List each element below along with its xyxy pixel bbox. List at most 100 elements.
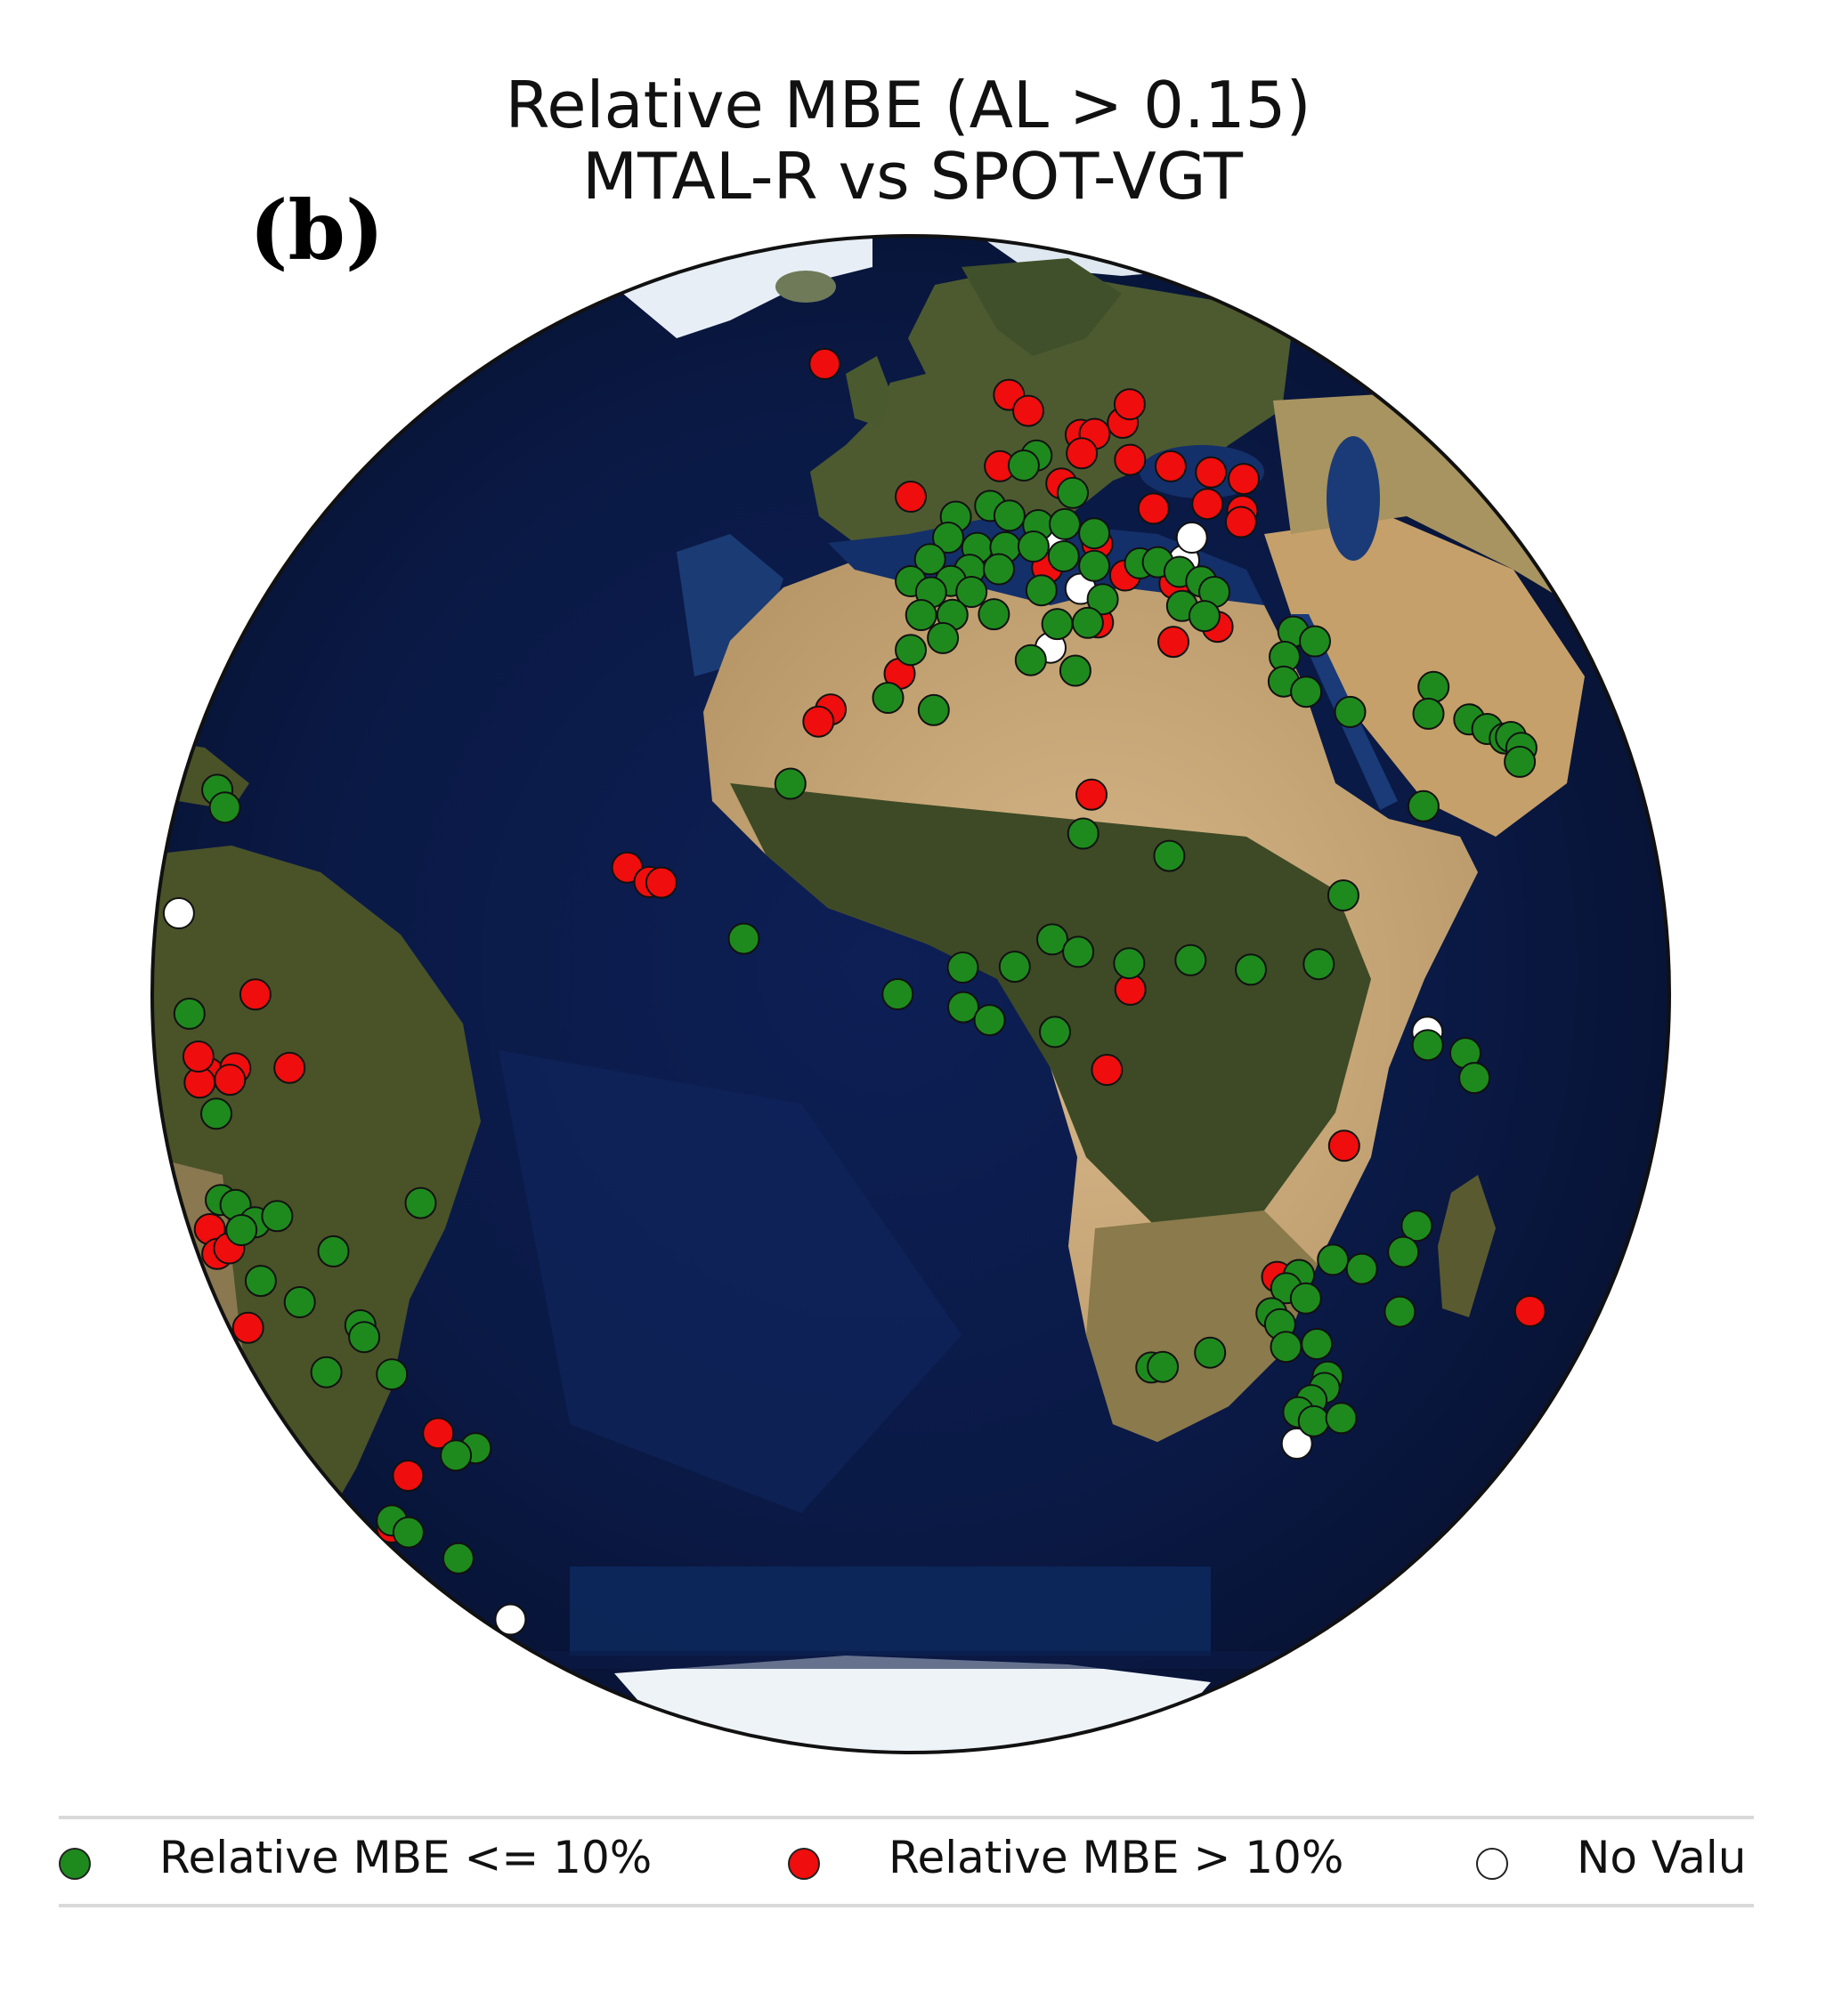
site-marker-green bbox=[1387, 1235, 1420, 1268]
site-marker-green bbox=[1039, 1016, 1071, 1048]
site-marker-red bbox=[182, 1040, 215, 1073]
site-marker-red bbox=[1091, 1054, 1124, 1086]
site-marker-green bbox=[376, 1358, 409, 1391]
europe bbox=[810, 267, 1291, 570]
globe-outline bbox=[150, 234, 1671, 1754]
ocean-shelf bbox=[570, 1567, 1211, 1656]
site-marker-green bbox=[1188, 600, 1221, 633]
site-marker-green bbox=[917, 693, 950, 726]
site-marker-green bbox=[1384, 1295, 1416, 1328]
site-marker-green bbox=[1334, 695, 1367, 728]
site-marker-green bbox=[1041, 608, 1074, 641]
chart-title-line2: MTAL-R vs SPOT-VGT bbox=[582, 139, 1243, 214]
site-marker-green bbox=[1078, 517, 1111, 550]
site-marker-green bbox=[244, 1265, 277, 1298]
site-marker-green bbox=[1458, 1062, 1491, 1095]
site-marker-green bbox=[973, 1004, 1006, 1037]
legend-marker-white bbox=[1476, 1848, 1508, 1880]
site-marker-red bbox=[1066, 437, 1099, 470]
antarctica bbox=[614, 1656, 1211, 1753]
site-marker-white bbox=[162, 897, 195, 929]
site-marker-green bbox=[1067, 817, 1100, 850]
site-marker-green bbox=[1400, 1210, 1433, 1243]
site-marker-green bbox=[392, 1516, 425, 1549]
panel-label: (b) bbox=[249, 182, 385, 279]
site-marker-green bbox=[872, 682, 905, 714]
caspian-sea bbox=[1327, 436, 1380, 561]
site-marker-red bbox=[214, 1064, 247, 1097]
site-marker-green bbox=[1025, 574, 1058, 607]
site-marker-green bbox=[404, 1186, 437, 1219]
site-marker-green bbox=[1235, 953, 1267, 986]
legend-label-white: No Valu bbox=[1577, 1832, 1747, 1883]
site-marker-red bbox=[645, 866, 678, 899]
site-marker-green bbox=[1078, 549, 1111, 582]
site-markers bbox=[162, 347, 1546, 1636]
site-marker-green bbox=[905, 599, 937, 631]
site-marker-red bbox=[1327, 1129, 1360, 1162]
site-marker-green bbox=[440, 1439, 473, 1472]
site-marker-green bbox=[1412, 697, 1445, 730]
site-marker-green bbox=[1345, 1252, 1378, 1285]
site-marker-green bbox=[1086, 583, 1119, 616]
site-marker-green bbox=[348, 1321, 381, 1354]
site-marker-green bbox=[317, 1235, 350, 1267]
site-marker-green bbox=[208, 791, 241, 824]
site-marker-green bbox=[1071, 606, 1104, 639]
site-marker-green bbox=[727, 922, 760, 955]
site-marker-red bbox=[808, 347, 841, 380]
site-marker-green bbox=[1289, 1282, 1322, 1315]
site-marker-green bbox=[1411, 1029, 1444, 1062]
site-marker-red bbox=[1113, 388, 1146, 421]
site-marker-green bbox=[895, 634, 927, 667]
site-marker-green bbox=[1407, 789, 1440, 822]
site-marker-red bbox=[231, 1311, 264, 1344]
site-marker-green bbox=[1174, 943, 1207, 976]
site-marker-red bbox=[422, 1417, 455, 1450]
site-marker-green bbox=[774, 767, 807, 800]
site-marker-green bbox=[978, 598, 1010, 631]
scandinavia bbox=[962, 258, 1122, 356]
site-marker-red bbox=[273, 1051, 306, 1084]
site-marker-green bbox=[1301, 1328, 1334, 1360]
site-marker-green bbox=[225, 1214, 258, 1246]
site-marker-green bbox=[1057, 476, 1089, 509]
legend-marker-green bbox=[59, 1848, 91, 1880]
site-marker-red bbox=[895, 481, 927, 513]
site-marker-white bbox=[494, 1603, 527, 1636]
site-marker-green bbox=[955, 576, 988, 608]
ocean-shelf bbox=[499, 1050, 962, 1513]
site-marker-red bbox=[1075, 778, 1108, 811]
site-marker-red bbox=[1137, 492, 1170, 525]
site-marker-green bbox=[983, 553, 1015, 586]
site-marker-green bbox=[1113, 947, 1146, 980]
british-isles bbox=[846, 356, 890, 427]
chart-title-line1: Relative MBE (AL > 0.15) bbox=[505, 68, 1311, 142]
southern-africa bbox=[1086, 1210, 1318, 1442]
site-marker-red bbox=[239, 978, 272, 1011]
site-marker-green bbox=[1047, 540, 1080, 572]
site-marker-green bbox=[1036, 923, 1068, 956]
legend: Relative MBE <= 10% Relative MBE > 10% N… bbox=[59, 1816, 1754, 1907]
site-marker-green bbox=[1147, 1350, 1180, 1383]
legend-marker-red bbox=[788, 1848, 820, 1880]
site-marker-green bbox=[1325, 1402, 1358, 1435]
site-marker-green bbox=[173, 997, 206, 1030]
site-marker-white bbox=[1280, 1427, 1313, 1460]
site-marker-green bbox=[1007, 449, 1040, 482]
site-marker-green bbox=[993, 499, 1026, 532]
site-marker-green bbox=[1270, 1331, 1302, 1364]
central-africa-forest bbox=[730, 783, 1371, 1228]
site-marker-green bbox=[442, 1542, 475, 1575]
site-marker-green bbox=[261, 1200, 294, 1233]
site-marker-white bbox=[1175, 522, 1208, 554]
iceland bbox=[775, 271, 836, 303]
legend-label-green: Relative MBE <= 10% bbox=[159, 1832, 653, 1883]
site-marker-red bbox=[1513, 1295, 1546, 1327]
site-marker-red bbox=[802, 705, 835, 738]
site-marker-red bbox=[1155, 449, 1187, 482]
site-marker-red bbox=[1012, 394, 1044, 427]
site-marker-green bbox=[881, 978, 914, 1010]
site-marker-green bbox=[1504, 745, 1537, 778]
